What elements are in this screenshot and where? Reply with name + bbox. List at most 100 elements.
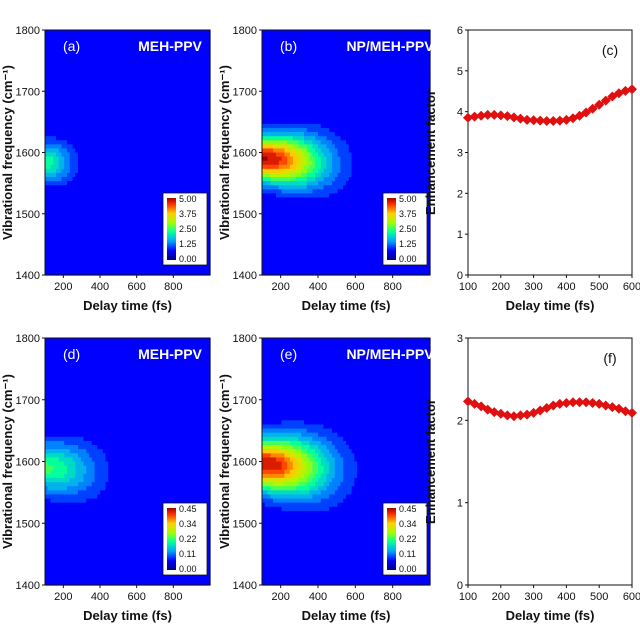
heatmap-cell	[91, 258, 96, 264]
heatmap-cell	[105, 123, 109, 129]
heatmap-cell	[119, 242, 123, 248]
heatmap-cell	[105, 221, 109, 227]
heatmap-cell	[152, 217, 156, 223]
heatmap-cell	[124, 46, 129, 52]
heatmap-cell	[47, 111, 52, 117]
heatmap-cell	[133, 181, 137, 186]
heatmap-cell	[61, 74, 65, 80]
heatmap-cell	[108, 99, 112, 105]
heatmap-cell	[130, 217, 134, 223]
heatmap-cell	[111, 164, 115, 170]
heatmap-cell	[122, 66, 126, 72]
heatmap-cell	[86, 185, 90, 190]
heatmap-cell	[80, 91, 85, 96]
heatmap-cell	[174, 152, 178, 158]
heatmap-cell	[119, 262, 123, 268]
heatmap-cell	[50, 107, 54, 113]
heatmap-cell	[157, 168, 162, 174]
heatmap-cell	[149, 242, 153, 248]
heatmap-cell	[122, 254, 126, 260]
heatmap-cell	[113, 250, 118, 256]
heatmap-cell	[80, 197, 85, 203]
heatmap-cell	[56, 197, 60, 203]
heatmap-cell	[122, 74, 126, 80]
heatmap-cell	[127, 226, 131, 231]
heatmap-cell	[116, 74, 120, 80]
heatmap-cell	[119, 54, 123, 60]
heatmap-cell	[108, 164, 112, 170]
heatmap-cell	[135, 99, 140, 105]
heatmap-cell	[163, 95, 167, 101]
heatmap-cell	[111, 185, 115, 190]
heatmap-cell	[166, 38, 170, 43]
heatmap-cell	[116, 46, 120, 52]
heatmap-cell	[113, 136, 118, 141]
heatmap-cell	[91, 177, 96, 182]
heatmap-cell	[91, 148, 96, 154]
heatmap-cell	[127, 234, 131, 239]
heatmap-cell	[174, 70, 178, 76]
heatmap-cell	[116, 148, 120, 154]
heatmap-cell	[124, 95, 129, 101]
heatmap-cell	[97, 209, 101, 215]
heatmap-cell	[56, 213, 60, 219]
heatmap-cell	[124, 181, 129, 186]
heatmap-cell	[47, 258, 52, 264]
heatmap-cell	[45, 181, 49, 186]
heatmap-cell	[86, 164, 90, 170]
heatmap-cell	[171, 38, 175, 43]
heatmap-cell	[122, 270, 126, 276]
heatmap-cell	[127, 38, 131, 43]
heatmap-cell	[91, 132, 96, 137]
heatmap-cell	[144, 160, 148, 166]
heatmap-cell	[80, 156, 85, 162]
heatmap-cell	[94, 250, 98, 256]
heatmap-cell	[122, 160, 126, 166]
heatmap-cell	[144, 270, 148, 276]
heatmap-cell	[133, 103, 137, 109]
heatmap-cell	[141, 103, 145, 109]
heatmap-cell	[53, 209, 57, 215]
heatmap-cell	[111, 91, 115, 96]
heatmap-cell	[50, 128, 54, 133]
heatmap-cell	[69, 115, 74, 121]
heatmap-cell	[171, 74, 175, 80]
heatmap-cell	[102, 189, 107, 194]
heatmap-cell	[111, 266, 115, 272]
heatmap-cell	[149, 189, 153, 194]
heatmap-cell	[163, 38, 167, 43]
heatmap-cell	[168, 189, 173, 194]
heatmap-cell	[61, 115, 65, 121]
heatmap-cell	[141, 217, 145, 223]
heatmap-cell	[64, 205, 68, 211]
heatmap-cell	[86, 140, 90, 145]
heatmap-cell	[133, 250, 137, 256]
heatmap-cell	[58, 30, 63, 35]
heatmap-cell	[67, 213, 71, 219]
heatmap-cell	[91, 172, 96, 178]
heatmap-cell	[141, 164, 145, 170]
heatmap-cell	[47, 83, 52, 88]
heatmap-cell	[108, 95, 112, 101]
heatmap-cell	[149, 58, 153, 64]
heatmap-cell	[155, 123, 159, 129]
heatmap-cell	[144, 250, 148, 256]
heatmap-cell	[171, 152, 175, 158]
heatmap-cell	[174, 87, 178, 92]
heatmap-cell	[100, 189, 104, 194]
heatmap-cell	[64, 91, 68, 96]
heatmap-cell	[124, 91, 129, 96]
heatmap-cell	[72, 58, 76, 64]
heatmap-cell	[53, 246, 57, 252]
heatmap-cell	[53, 123, 57, 129]
heatmap-cell	[72, 103, 76, 109]
heatmap-cell	[102, 123, 107, 129]
heatmap-cell	[149, 115, 153, 121]
heatmap-cell	[56, 221, 60, 227]
heatmap-cell	[56, 87, 60, 92]
heatmap-cell	[141, 156, 145, 162]
heatmap-cell	[56, 246, 60, 252]
heatmap-cell	[127, 262, 131, 268]
heatmap-cell	[130, 62, 134, 68]
heatmap-cell	[58, 246, 63, 252]
